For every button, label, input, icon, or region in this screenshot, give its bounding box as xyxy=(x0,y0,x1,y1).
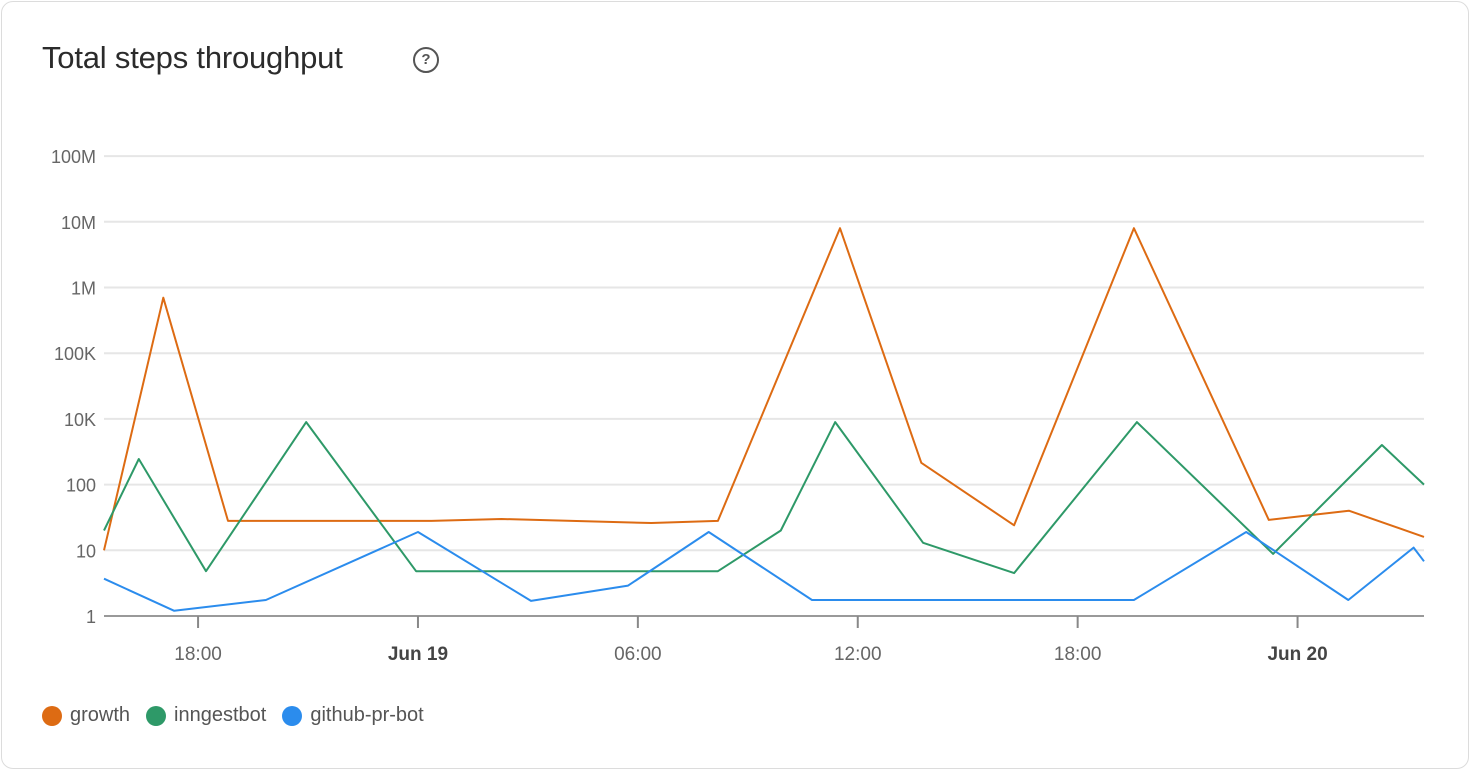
y-tick-label: 10M xyxy=(61,213,96,233)
y-tick-label: 100 xyxy=(66,476,96,496)
legend: growth inngestbot github-pr-bot xyxy=(42,704,424,727)
x-tick-label: 18:00 xyxy=(174,644,222,665)
x-tick-label: 06:00 xyxy=(614,644,662,665)
y-tick-label: 1 xyxy=(86,607,96,627)
y-tick-label: 100K xyxy=(54,344,96,364)
legend-dot-icon xyxy=(42,705,62,726)
y-tick-label: 100M xyxy=(51,147,96,167)
question-circle-icon[interactable]: ? xyxy=(413,47,439,73)
y-tick-label: 1M xyxy=(71,279,96,299)
legend-dot-icon xyxy=(146,705,167,726)
chart-title: Total steps throughput xyxy=(42,40,343,75)
y-tick-label: 10 xyxy=(76,541,96,561)
x-tick-label: Jun 19 xyxy=(388,644,448,665)
y-tick-label: 10K xyxy=(64,410,96,430)
legend-label: inngestbot xyxy=(174,704,267,726)
series-line-growth xyxy=(103,227,1425,551)
legend-item-github-pr-bot[interactable]: github-pr-bot xyxy=(282,704,424,727)
legend-label: growth xyxy=(70,704,131,726)
legend-dot-icon xyxy=(282,705,303,726)
x-tick-label: 12:00 xyxy=(834,644,882,665)
x-tick-label: Jun 20 xyxy=(1267,644,1327,665)
x-tick-label: 18:00 xyxy=(1054,644,1102,665)
series-line-github-pr-bot xyxy=(103,531,1425,612)
legend-item-growth[interactable]: growth xyxy=(42,704,130,727)
series-line-inngestbot xyxy=(103,421,1425,575)
legend-item-inngestbot[interactable]: inngestbot xyxy=(146,704,266,727)
legend-label: github-pr-bot xyxy=(310,704,424,726)
